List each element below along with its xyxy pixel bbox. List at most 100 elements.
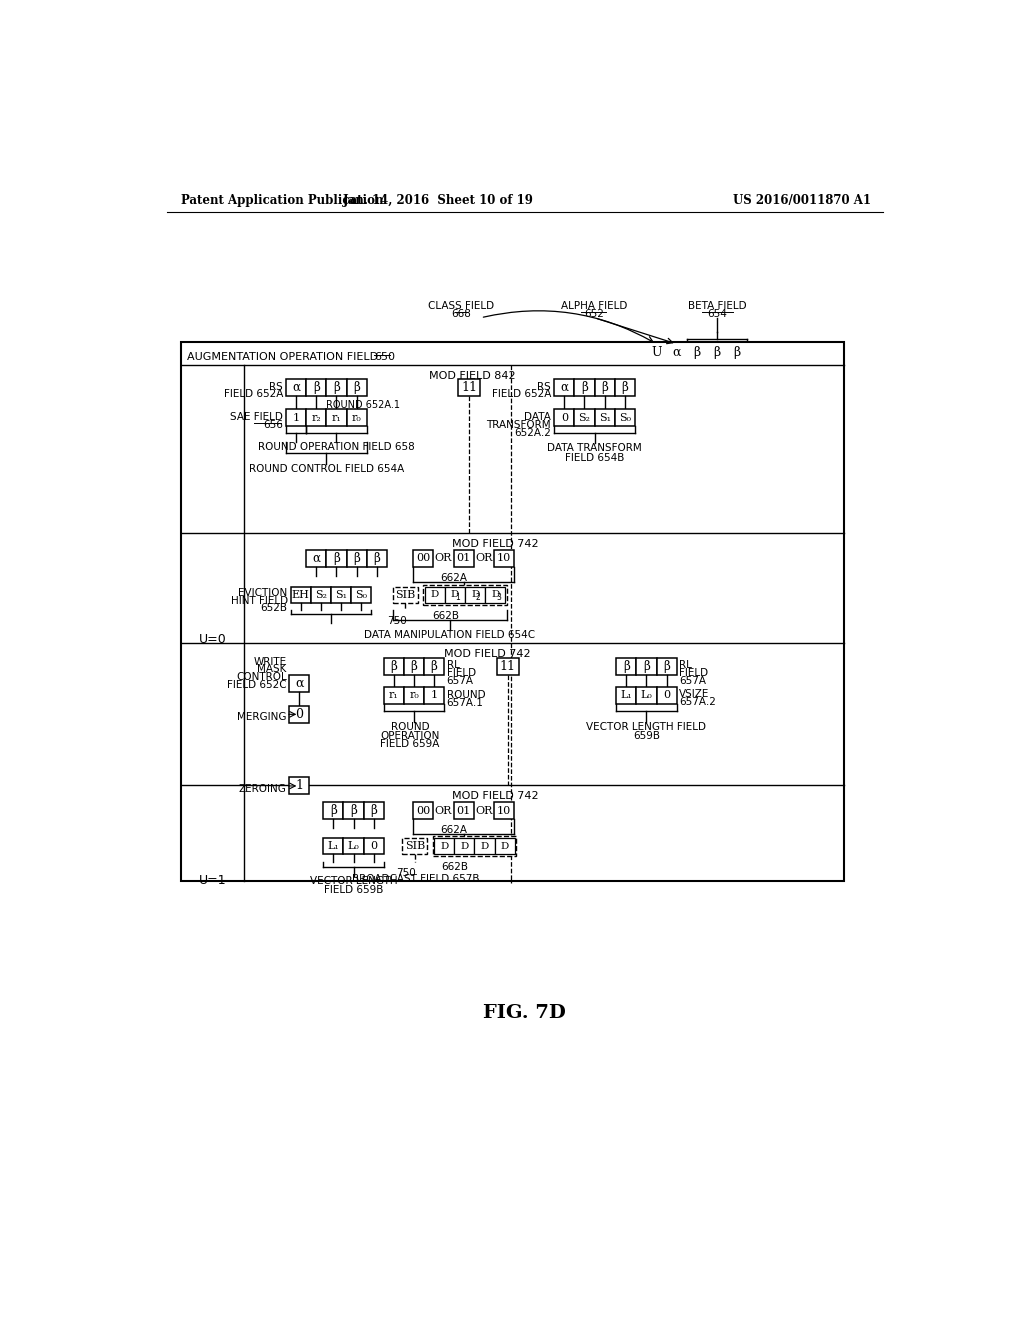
Bar [346,409,367,426]
Text: β: β [313,380,319,393]
Bar [324,838,343,854]
Text: 0: 0 [561,413,568,422]
Bar [306,379,327,396]
Text: 750: 750 [387,615,407,626]
Text: OR: OR [435,553,453,564]
Text: CLASS FIELD: CLASS FIELD [428,301,495,310]
Text: β: β [353,552,360,565]
Bar [616,686,636,704]
Bar [289,706,309,723]
Bar [656,686,677,704]
Text: 11: 11 [461,380,477,393]
Text: 11: 11 [500,660,516,673]
Text: 01: 01 [457,805,471,816]
Bar [595,409,614,426]
Text: FIELD 652A: FIELD 652A [223,389,283,400]
Text: S₂: S₂ [579,413,591,422]
Bar [494,803,514,818]
Text: HINT FIELD: HINT FIELD [230,595,288,606]
Bar [423,585,507,605]
Bar [646,345,667,360]
Bar [614,409,635,426]
Text: β: β [431,660,437,673]
Text: DATA TRANSFORM: DATA TRANSFORM [547,444,642,453]
Text: Patent Application Publication: Patent Application Publication [180,194,383,207]
Bar [424,659,444,675]
Text: SAE FIELD: SAE FIELD [230,412,283,422]
Text: r₂: r₂ [311,413,322,422]
Text: 00: 00 [416,805,430,816]
Bar [616,659,636,675]
Text: β: β [664,660,670,673]
Text: 2: 2 [476,593,480,602]
Bar [495,838,515,854]
Bar [291,586,311,603]
Text: VECTOR LENGTH: VECTOR LENGTH [309,876,397,886]
Text: MERGING: MERGING [237,711,286,722]
Text: OPERATION: OPERATION [380,730,439,741]
Text: FIELD 654B: FIELD 654B [565,453,625,462]
Text: α: α [560,380,568,393]
Text: RS: RS [538,381,551,392]
Text: U: U [651,346,662,359]
Bar [311,586,331,603]
Text: β: β [371,804,377,817]
Text: 0: 0 [370,841,377,851]
Text: 659B: 659B [633,730,660,741]
Bar [445,586,465,603]
Text: ZEROING: ZEROING [239,784,286,793]
Text: S₁: S₁ [335,590,347,601]
Bar [614,379,635,396]
Bar [343,803,364,818]
Text: α: α [292,380,300,393]
Text: MOD FIELD 842: MOD FIELD 842 [429,371,515,381]
Bar [497,659,518,675]
Text: SIB: SIB [404,841,425,851]
Text: ROUND: ROUND [391,722,429,733]
Text: 652B: 652B [261,603,288,614]
Bar [636,686,656,704]
Text: β: β [693,346,700,359]
Text: 662A: 662A [440,825,467,836]
Bar [454,549,474,566]
Text: D: D [440,842,449,850]
Bar [351,586,372,603]
Text: U=0: U=0 [199,634,226,647]
Text: 00: 00 [416,553,430,564]
Bar [707,345,727,360]
Text: D: D [451,590,459,599]
Text: 1: 1 [295,779,303,792]
Text: 1: 1 [293,413,300,422]
Bar [667,345,687,360]
Text: L₁: L₁ [621,690,632,700]
Text: 652: 652 [585,309,604,319]
Bar [289,675,309,692]
Bar [327,549,346,566]
Text: 662B: 662B [441,862,468,873]
Bar [331,586,351,603]
Text: α: α [673,346,681,359]
Text: FIELD 652A: FIELD 652A [492,389,551,400]
Text: β: β [333,380,340,393]
Text: 668: 668 [452,309,471,319]
Text: β: β [411,660,418,673]
Bar [384,659,403,675]
Text: S₀: S₀ [355,590,368,601]
Bar [393,586,418,603]
Text: FIELD 652C: FIELD 652C [227,680,287,689]
Bar [403,659,424,675]
Bar [289,777,309,795]
Text: U=1: U=1 [199,874,226,887]
Text: VSIZE: VSIZE [679,689,710,698]
Bar [636,659,656,675]
Bar [364,838,384,854]
Text: RL: RL [679,660,692,671]
Text: L₁: L₁ [328,841,339,851]
Text: 656: 656 [263,420,283,430]
Text: WRITE: WRITE [254,656,287,667]
Text: 657A: 657A [679,676,706,686]
Text: 10: 10 [497,805,511,816]
Text: 654: 654 [707,309,727,319]
Text: MOD FIELD 742: MOD FIELD 742 [452,539,539,549]
Bar [454,803,474,818]
